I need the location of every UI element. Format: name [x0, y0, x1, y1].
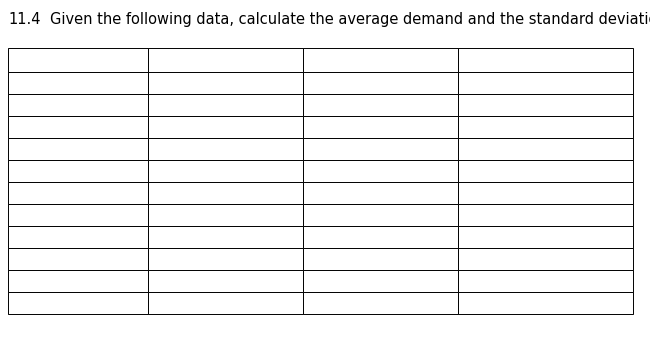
Text: 1: 1: [14, 77, 23, 89]
Text: 8: 8: [14, 230, 22, 244]
Text: Total: Total: [14, 296, 45, 309]
Text: Deviation: Deviation: [309, 54, 381, 66]
Text: 10: 10: [14, 275, 31, 287]
Text: 2200: 2200: [154, 142, 188, 156]
Text: Period: Period: [14, 54, 63, 66]
Text: 3: 3: [14, 120, 23, 134]
Text: 2000: 2000: [154, 165, 188, 177]
Text: 6: 6: [14, 187, 22, 199]
Text: 5: 5: [14, 165, 23, 177]
Text: 7: 7: [14, 208, 23, 221]
Text: Actual Demand: Actual Demand: [154, 54, 268, 66]
Text: 1800: 1800: [154, 275, 188, 287]
Text: 2: 2: [14, 98, 23, 111]
Text: 2100: 2100: [154, 98, 188, 111]
Text: 11.4: 11.4: [8, 12, 40, 27]
Text: 1900: 1900: [154, 120, 188, 134]
Text: 9: 9: [14, 253, 22, 266]
Text: 2300: 2300: [154, 230, 188, 244]
Text: Deviation Squared: Deviation Squared: [464, 54, 603, 66]
Text: Given the following data, calculate the average demand and the standard deviatio: Given the following data, calculate the …: [50, 12, 650, 27]
Text: 2100: 2100: [154, 208, 188, 221]
Text: 2100: 2100: [154, 253, 188, 266]
Text: 1700: 1700: [154, 77, 188, 89]
Text: 1800: 1800: [154, 187, 188, 199]
Text: 4: 4: [14, 142, 22, 156]
